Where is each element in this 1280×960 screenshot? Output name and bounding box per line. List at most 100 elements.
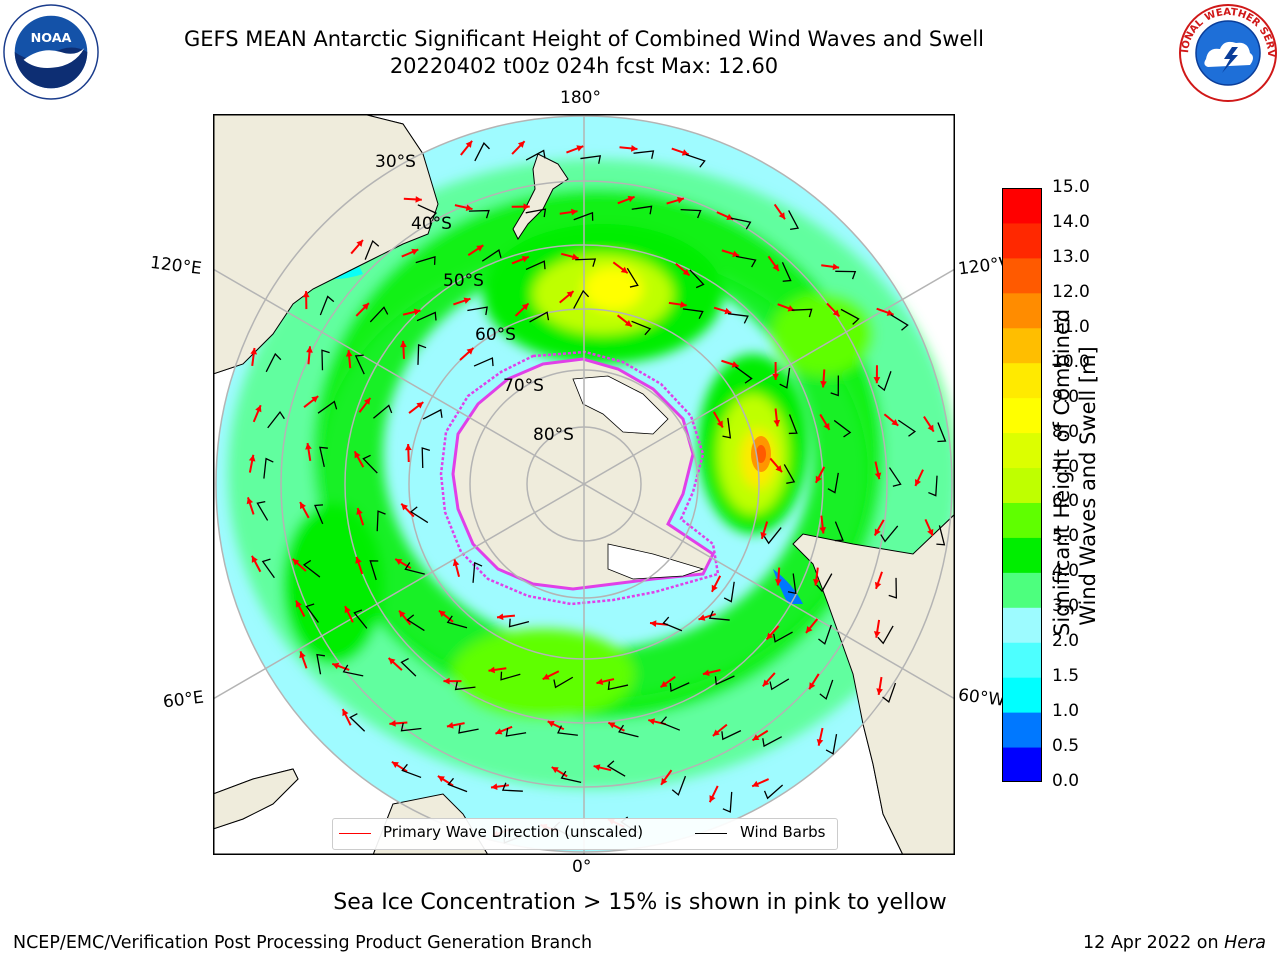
colorbar-label-line1: Significant Height of Combined bbox=[1050, 308, 1074, 636]
colorbar-swatch bbox=[1002, 397, 1042, 434]
wave-arrow-head bbox=[466, 347, 474, 355]
wave-arrow-head bbox=[517, 141, 525, 148]
wave-arrow-head bbox=[465, 204, 473, 211]
colorbar-swatch bbox=[1002, 607, 1042, 643]
wind-barb bbox=[314, 504, 324, 525]
wind-barb bbox=[928, 475, 938, 497]
wind-barb bbox=[830, 375, 839, 397]
wave-arrow-head bbox=[724, 307, 732, 315]
wave-arrow-head bbox=[876, 688, 883, 695]
wave-arrow-head bbox=[295, 600, 302, 608]
footer-date-text: 12 Apr 2022 on bbox=[1083, 933, 1225, 953]
wave-arrow-head bbox=[255, 405, 262, 413]
wave-arrow-head bbox=[401, 503, 408, 511]
wind-barb bbox=[342, 664, 364, 677]
wave-arrow-head bbox=[774, 579, 782, 586]
wind-barb bbox=[317, 400, 338, 414]
wind-barb bbox=[553, 676, 574, 689]
wave-arrow-head bbox=[731, 361, 739, 368]
wave-arrow-head bbox=[497, 613, 504, 621]
lat-label-80s: 80°S bbox=[533, 425, 574, 445]
wave-arrow-head bbox=[732, 250, 740, 258]
wind-barb bbox=[819, 679, 834, 700]
lon-label-120e: 120°E bbox=[148, 252, 203, 280]
wave-arrow-head bbox=[660, 680, 668, 688]
wind-barb bbox=[618, 724, 639, 738]
wind-barb bbox=[267, 410, 285, 429]
colorbar-tick-label: 1.0 bbox=[1052, 701, 1080, 722]
wind-barb bbox=[735, 255, 757, 268]
wave-arrow-head bbox=[416, 402, 424, 409]
wave-arrow-head bbox=[495, 728, 503, 735]
wave-arrow-head bbox=[823, 422, 830, 430]
chart-subtitle: 20220402 t00z 024h fcst Max: 12.60 bbox=[389, 54, 779, 78]
colorbar-swatch bbox=[1002, 502, 1042, 538]
wave-arrow-head bbox=[305, 443, 312, 450]
wind-barb bbox=[364, 239, 380, 260]
wave-arrow-head bbox=[443, 677, 450, 685]
wave-arrow-head bbox=[914, 478, 922, 486]
wind-barb bbox=[501, 782, 523, 792]
wind-barb bbox=[671, 775, 687, 796]
wind-barb bbox=[890, 314, 909, 331]
colorbar-tick-label: 8.0 bbox=[1052, 421, 1080, 442]
wind-barb bbox=[416, 311, 437, 322]
wind-barb bbox=[816, 573, 833, 593]
wave-arrow-head bbox=[778, 212, 785, 220]
wind-barb bbox=[409, 506, 429, 524]
wind-barb bbox=[834, 521, 844, 542]
wind-barb bbox=[400, 658, 417, 677]
wind-barb bbox=[573, 211, 594, 221]
chart-title: GEFS MEAN Antarctic Significant Height o… bbox=[183, 27, 985, 51]
wind-barbs bbox=[256, 142, 947, 844]
colorbar-frame bbox=[1002, 188, 1042, 782]
wave-arrow-head bbox=[702, 669, 710, 677]
wind-barb bbox=[354, 354, 365, 375]
footer-credit: NCEP/EMC/Verification Post Processing Pr… bbox=[13, 933, 593, 953]
wave-arrow-head bbox=[311, 396, 319, 403]
wind-barb bbox=[827, 472, 839, 494]
wave-arrow-head bbox=[805, 626, 813, 633]
lon-label-0: 0° bbox=[572, 857, 592, 877]
wind-barb bbox=[505, 728, 527, 737]
colorbar-swatch bbox=[1002, 747, 1042, 783]
colorbar-tick-label: 15.0 bbox=[1052, 177, 1090, 197]
wind-barb bbox=[877, 371, 892, 392]
wind-barb bbox=[682, 308, 704, 319]
wind-barb bbox=[840, 308, 860, 325]
wave-arrow-head bbox=[775, 465, 783, 473]
wind-barb bbox=[321, 349, 330, 371]
wave-arrow-head bbox=[570, 208, 578, 216]
wave-arrow-head bbox=[399, 610, 406, 618]
wind-barb bbox=[721, 730, 742, 741]
colorbar-swatch bbox=[1002, 188, 1042, 224]
wave-arrow-head bbox=[476, 245, 484, 252]
colorbar-tick-label: 9.0 bbox=[1052, 386, 1080, 407]
wave-arrow-head bbox=[630, 145, 638, 152]
wind-barb bbox=[261, 558, 275, 579]
wave-arrow-head bbox=[521, 255, 529, 263]
wave-arrow-head bbox=[395, 558, 403, 565]
wind-barb bbox=[685, 153, 706, 168]
wind-barb bbox=[265, 352, 282, 373]
colorbar-swatch bbox=[1002, 572, 1042, 608]
wave-arrow-head bbox=[344, 606, 351, 614]
wave-arrow-head bbox=[608, 722, 616, 729]
wave-arrow-head bbox=[620, 266, 628, 274]
wave-arrow-head bbox=[891, 419, 899, 426]
wave-arrow-head bbox=[681, 149, 689, 156]
wave-arrow-head bbox=[404, 444, 412, 451]
wave-arrow-head bbox=[363, 397, 371, 405]
wave-arrow-head bbox=[302, 291, 310, 298]
wind-barb bbox=[400, 722, 422, 732]
wave-arrow-head bbox=[437, 775, 445, 783]
wave-arrow-head bbox=[465, 140, 473, 148]
wind-barb bbox=[369, 306, 389, 323]
wind-barb bbox=[447, 777, 468, 793]
wave-arrow-head bbox=[551, 767, 559, 774]
wave-arrow-head bbox=[250, 347, 258, 355]
wind-barb bbox=[818, 624, 832, 645]
wave-arrow-head bbox=[760, 531, 767, 539]
colorbar-swatches bbox=[1002, 188, 1042, 783]
wave-arrow-head bbox=[593, 764, 601, 771]
